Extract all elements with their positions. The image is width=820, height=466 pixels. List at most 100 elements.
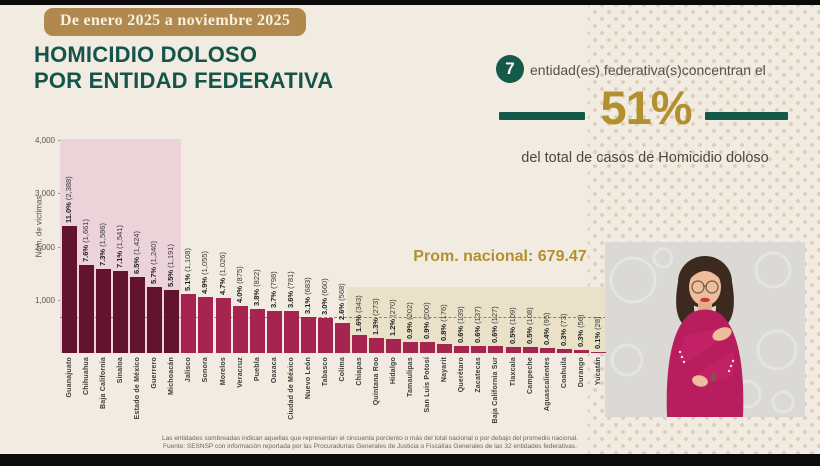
- bar-value-label: 0.5% (109): [508, 307, 517, 345]
- footnote: Las entidades sombreadas indican aquella…: [90, 435, 650, 451]
- top-frame-bar: [0, 0, 820, 5]
- bar: [386, 338, 401, 353]
- page-title-line1: HOMICIDIO DOLOSO: [34, 42, 258, 67]
- state-label: Tamaulipas: [407, 357, 414, 397]
- state-label: Colima: [339, 357, 346, 382]
- bar: [335, 322, 350, 353]
- bottom-frame-bar: [0, 454, 820, 466]
- bar: [250, 309, 265, 353]
- page-title-line2: POR ENTIDAD FEDERATIVA: [34, 68, 334, 93]
- percent-dash-right: [705, 112, 788, 120]
- state-label: Oaxaca: [271, 357, 278, 384]
- bar: [488, 346, 503, 353]
- bar: [113, 270, 128, 353]
- percent-value: 51%: [600, 81, 692, 134]
- bar: [267, 310, 282, 353]
- y-tick-label: 2,000: [34, 242, 55, 252]
- state-label: Aguascalientes: [544, 357, 551, 412]
- bar-value-label: 0.9% (200): [422, 302, 431, 340]
- state-label: Hidalgo: [390, 357, 397, 385]
- state-label: Michoacán: [168, 357, 175, 395]
- bar-value-label: 3.0% (660): [320, 278, 329, 315]
- state-label: Tlaxcala: [510, 357, 517, 387]
- state-label: San Luis Potosí: [424, 357, 431, 413]
- bar-value-label: 7.3% (1,586): [98, 222, 107, 266]
- bar: [557, 349, 572, 353]
- bar-value-label: 5.5% (1,191): [166, 243, 175, 287]
- bar-value-label: 5.1% (1,108): [183, 248, 192, 291]
- interpreter-video: [605, 242, 805, 417]
- bar-value-label: 1.3% (273): [371, 298, 380, 336]
- state-label: Chiapas: [356, 357, 363, 386]
- bar-value-label: 0.4% (95): [542, 312, 551, 345]
- bar-value-label: 3.1% (683): [303, 276, 312, 314]
- state-label: Querétaro: [458, 357, 465, 393]
- state-label: Coahuila: [561, 357, 568, 389]
- bar: [437, 343, 452, 353]
- bar-value-label: 0.6% (127): [490, 306, 499, 344]
- bar: [79, 264, 94, 353]
- bar-value-label: 0.5% (108): [525, 307, 534, 345]
- bar: [506, 347, 521, 353]
- bar: [574, 350, 589, 353]
- bar: [454, 345, 469, 353]
- bar-value-label: 0.3% (56): [576, 314, 585, 348]
- y-tick-label: 4,000: [34, 136, 55, 145]
- national-average-label: Prom. nacional: 679.47: [413, 248, 587, 265]
- state-labels: Guanajuato Chihuahua Baja California Sinalo…: [62, 357, 608, 442]
- bar: [352, 334, 367, 353]
- bar-value-label: 0.3% (73): [559, 313, 568, 347]
- state-label: Zacatecas: [475, 357, 482, 393]
- national-average-line: [60, 316, 606, 318]
- state-label: Baja California: [100, 357, 107, 410]
- state-label: Estado de México: [134, 357, 141, 420]
- bar-value-label: 11.0% (2,388): [64, 176, 73, 223]
- page-title: HOMICIDIO DOLOSO POR ENTIDAD FEDERATIVA: [34, 42, 333, 94]
- bar-value-label: 1.2% (270): [388, 298, 397, 336]
- bar-value-label: 0.8% (176): [439, 303, 448, 341]
- bar-value-label: 4.7% (1,026): [218, 252, 227, 296]
- state-label: Sinaloa: [117, 357, 124, 384]
- state-label: Morelos: [220, 357, 227, 386]
- state-label: Puebla: [254, 357, 261, 382]
- bar-value-label: 6.5% (1,424): [132, 231, 141, 275]
- bar: [130, 277, 145, 353]
- bar-value-label: 1.6% (343): [354, 295, 363, 332]
- sign-language-interpreter: [605, 242, 805, 417]
- bar-value-label: 7.1% (1,541): [115, 225, 124, 268]
- bar-columns: 11.0% (2,388) 7.6% (1,661) 7.3% (1,586) 7.1…: [62, 140, 608, 353]
- y-tick-label: 1,000: [34, 295, 55, 305]
- bar: [540, 347, 555, 353]
- y-axis-ticks: 4,000 3,000 2,000 1,000: [18, 136, 62, 353]
- state-label: Guanajuato: [66, 357, 73, 398]
- bar-value-label: 0.9% (202): [405, 302, 414, 340]
- bar: [233, 306, 248, 353]
- bar: [523, 347, 538, 353]
- callout-sub-text: del total de casos de Homicidio doloso: [521, 150, 769, 166]
- bar: [181, 294, 196, 353]
- entity-count: 7: [505, 59, 515, 78]
- bar-value-label: 0.1% (28): [593, 315, 602, 349]
- state-label: Nuevo León: [305, 357, 312, 400]
- state-label: Durango: [578, 357, 585, 388]
- bar: [471, 345, 486, 353]
- bar-value-label: 3.8% (822): [252, 269, 261, 307]
- bar-value-label: 4.9% (1,055): [200, 250, 209, 294]
- bar: [420, 342, 435, 353]
- bar: [164, 289, 179, 353]
- bar-value-label: 3.6% (781): [286, 271, 295, 309]
- bar: [198, 296, 213, 353]
- bar: [96, 268, 111, 353]
- state-label: Jalisco: [185, 357, 192, 383]
- bar-value-label: 0.6% (137): [473, 306, 482, 343]
- bar-value-label: 0.6% (139): [456, 305, 465, 343]
- footnote-line1: Las entidades sombreadas indican aquella…: [162, 435, 578, 442]
- bar: [301, 316, 316, 353]
- state-label: Veracruz: [237, 357, 244, 388]
- callout-lead-text: entidad(es) federativa(s)concentran el: [530, 62, 766, 78]
- state-label: Chihuahua: [83, 357, 90, 395]
- state-label: Nayarit: [441, 357, 448, 383]
- bar-value-label: 2.6% (568): [337, 283, 346, 320]
- bar-value-label: 3.7% (798): [269, 270, 278, 308]
